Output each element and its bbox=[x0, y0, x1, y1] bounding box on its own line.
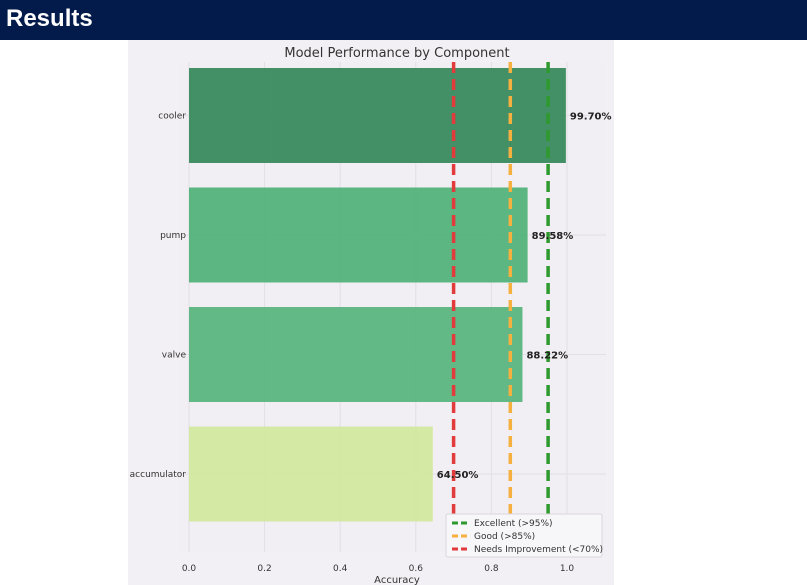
page-title: Results bbox=[6, 5, 93, 32]
y-tick-label: pump bbox=[160, 231, 186, 241]
bar-cooler bbox=[189, 68, 566, 163]
bar-value-label: 89.58% bbox=[532, 231, 574, 242]
x-tick-label: 1.0 bbox=[560, 564, 575, 574]
legend-label: Excellent (>95%) bbox=[474, 519, 553, 529]
x-tick-label: 0.8 bbox=[484, 564, 499, 574]
legend-label: Good (>85%) bbox=[474, 532, 535, 542]
x-tick-label: 0.2 bbox=[257, 564, 271, 574]
legend-box bbox=[445, 513, 603, 558]
x-tick-label: 0.0 bbox=[182, 564, 197, 574]
legend-label: Needs Improvement (<70%) bbox=[474, 545, 603, 555]
bar-value-label: 88.22% bbox=[526, 351, 568, 362]
bar-valve bbox=[189, 307, 523, 402]
y-tick-label: cooler bbox=[158, 112, 186, 122]
x-axis-label: Accuracy bbox=[374, 575, 420, 585]
bar-accumulator bbox=[189, 426, 433, 522]
x-tick-label: 0.6 bbox=[409, 564, 424, 574]
bar-pump bbox=[189, 187, 528, 283]
y-tick-label: accumulator bbox=[130, 470, 187, 480]
chart-title: Model Performance by Component bbox=[284, 46, 509, 61]
bar-value-label: 64.50% bbox=[437, 470, 479, 481]
y-tick-label: valve bbox=[162, 351, 187, 361]
header-bar: Results bbox=[0, 0, 807, 40]
x-tick-label: 0.4 bbox=[333, 564, 348, 574]
bar-value-label: 99.70% bbox=[570, 112, 612, 123]
